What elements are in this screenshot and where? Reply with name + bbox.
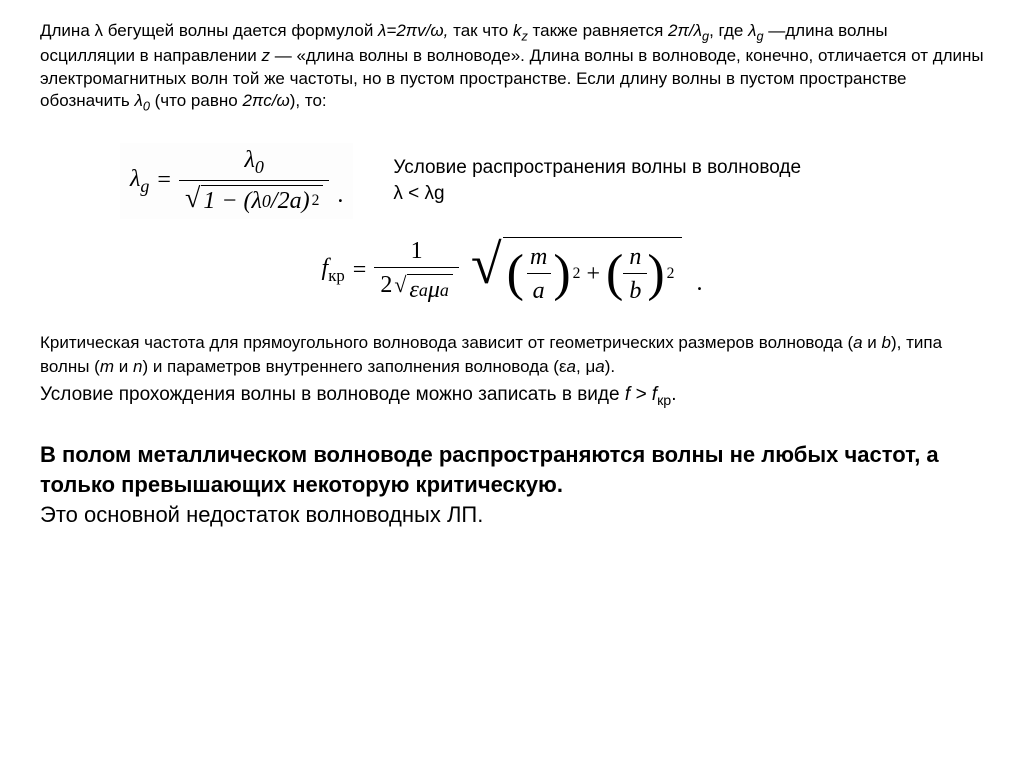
critical-frequency-paragraph: Критическая частота для прямоугольного в… xyxy=(40,331,984,379)
formula-lambda-g: λg = λ0 √ 1 − (λ0/2a)2 . xyxy=(120,143,353,219)
bold-conclusion: В полом металлическом волноводе распрост… xyxy=(40,440,984,499)
formula-f-critical: fкр = 1 2 √ εa μa √ ( m xyxy=(322,237,703,305)
intro-paragraph: Длина λ бегущей волны дается формулой λ=… xyxy=(40,20,984,115)
propagation-condition-text: Условие распространения волны в волновод… xyxy=(393,155,813,206)
tail-line: Это основной недостаток волноводных ЛП. xyxy=(40,500,984,530)
pass-condition-line: Условие прохождения волны в волноводе мо… xyxy=(40,382,984,412)
